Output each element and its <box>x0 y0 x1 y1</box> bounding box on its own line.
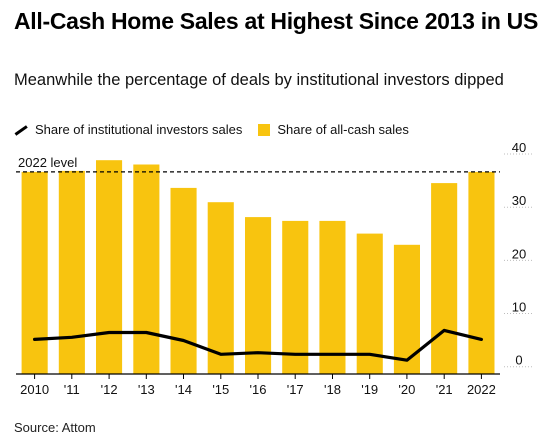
chart-legend: Share of institutional investors sales S… <box>14 120 425 140</box>
legend-bar-swatch <box>258 124 271 136</box>
chart-subtitle: Meanwhile the percentage of deals by ins… <box>14 71 504 89</box>
x-tick-label-11: '21 <box>436 382 453 397</box>
x-tick-label-12: 2022 <box>467 382 496 397</box>
bars-layer <box>21 160 495 374</box>
x-tick-label-7: '17 <box>287 382 304 397</box>
y-tick-label-4: 0 <box>515 353 522 368</box>
y-tick-label-0: 40 <box>512 140 526 155</box>
bar-12 <box>468 171 495 374</box>
bar-0 <box>21 171 48 374</box>
x-tick-label-8: '18 <box>324 382 341 397</box>
line-layer <box>32 328 483 362</box>
bar-8 <box>319 220 346 374</box>
bar-4 <box>170 187 197 374</box>
x-tick-label-9: '19 <box>361 382 378 397</box>
x-tick-label-6: '16 <box>250 382 267 397</box>
y-tick-label-1: 30 <box>512 193 526 208</box>
bar-11 <box>431 183 458 374</box>
x-tick-label-2: '12 <box>101 382 118 397</box>
legend-label-all-cash: Share of all-cash sales <box>277 122 409 137</box>
y-tick-label-2: 20 <box>512 246 526 261</box>
bar-6 <box>245 217 272 374</box>
x-tick-label-10: '20 <box>398 382 415 397</box>
y-tick-label-3: 10 <box>512 300 526 315</box>
x-tick-label-1: '11 <box>64 382 80 397</box>
bar-1 <box>58 170 85 374</box>
axis-layer: 2010'11'12'13'14'15'16'17'18'19'20'21 202… <box>16 140 534 397</box>
legend-label-institutional: Share of institutional investors sales <box>35 122 243 137</box>
bar-9 <box>356 233 383 374</box>
x-tick-label-0: 2010 <box>20 382 49 397</box>
x-tick-label-4: '14 <box>175 382 192 397</box>
bar-5 <box>207 202 234 374</box>
bar-7 <box>282 220 309 374</box>
x-tick-label-3: '13 <box>138 382 155 397</box>
legend-item-all-cash: Share of all-cash sales <box>258 120 409 140</box>
source-note: Source: Attom <box>14 420 96 435</box>
reference-line-label: 2022 level <box>18 155 77 170</box>
reference-layer: 2022 level <box>16 155 500 173</box>
bar-2 <box>96 160 123 374</box>
chart-title: All-Cash Home Sales at Highest Since 201… <box>14 8 539 34</box>
x-tick-label-5: '15 <box>212 382 229 397</box>
bar-3 <box>133 164 160 374</box>
legend-item-institutional: Share of institutional investors sales <box>14 120 242 140</box>
